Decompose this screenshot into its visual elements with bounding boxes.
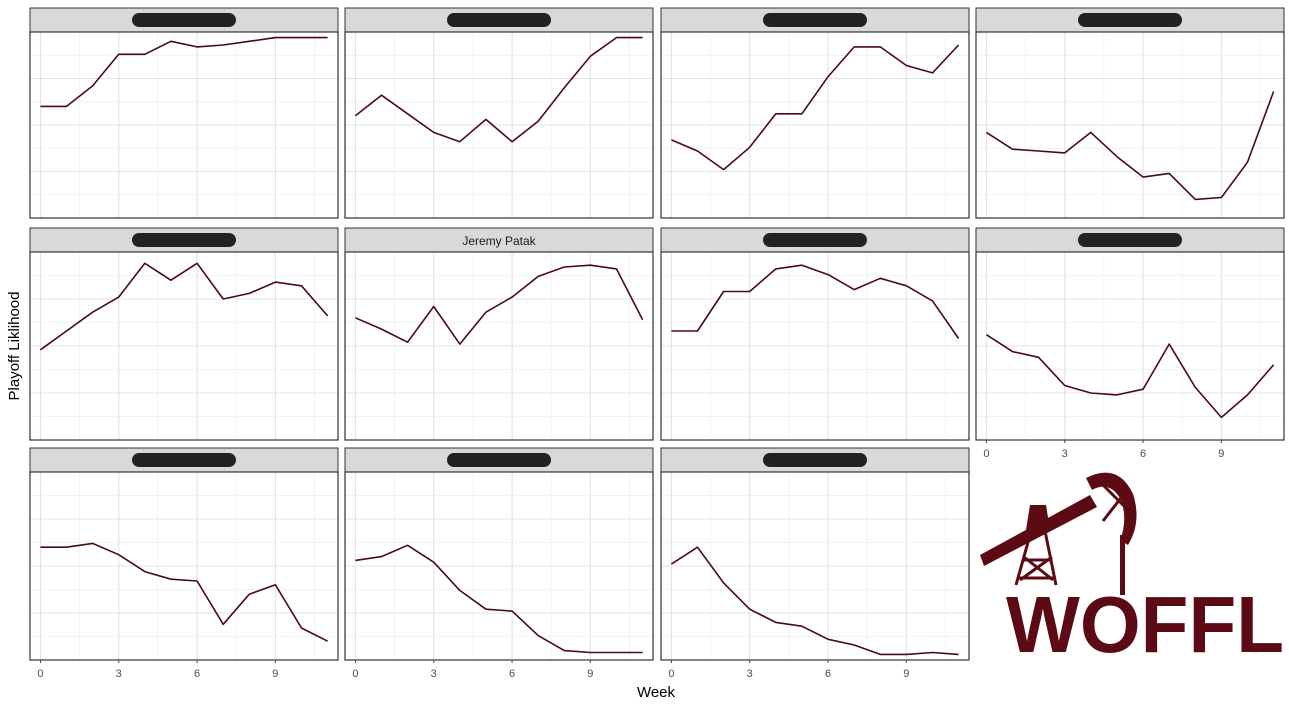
x-tick-label: 6: [194, 668, 200, 680]
facet-panel: [344, 447, 654, 661]
redaction-mark: [1078, 233, 1182, 247]
y-axis-label: Playoff Liklihood: [6, 292, 23, 401]
x-tick-label: 0: [668, 668, 674, 680]
series-line: [354, 36, 643, 143]
series-line: [39, 262, 329, 351]
facet-panel: [29, 227, 339, 441]
series-line: [985, 91, 1275, 201]
redaction-mark: [447, 453, 551, 467]
series-line: [671, 44, 960, 171]
x-tick-label: 0: [983, 448, 989, 460]
x-tick-label: 9: [903, 668, 909, 680]
facet-panel: [29, 447, 339, 661]
x-tick-label: 9: [1218, 448, 1224, 460]
x-tick-label: 3: [431, 668, 437, 680]
redaction-mark: [763, 453, 867, 467]
facet-panel: [660, 447, 970, 661]
facet-panel: [975, 7, 1285, 219]
x-tick-label: 6: [1140, 448, 1146, 460]
panel-border: [344, 471, 654, 661]
series-line: [985, 334, 1275, 419]
series-line: [355, 264, 644, 345]
facet-panel: [660, 227, 970, 441]
gridlines: [30, 31, 338, 219]
redaction-mark: [132, 13, 236, 27]
facet-panel: [344, 7, 654, 219]
panel-border: [660, 251, 970, 441]
panel-border: [660, 31, 970, 219]
facet-panel: [660, 7, 970, 219]
x-tick-label: 6: [825, 668, 831, 680]
x-tick-label: 3: [116, 668, 122, 680]
oil-pump-jack-icon: [980, 472, 1137, 595]
x-axis-label: Week: [637, 684, 676, 701]
panel-border: [29, 31, 339, 219]
series-line: [671, 264, 960, 339]
redaction-mark: [132, 453, 236, 467]
x-axis-ticks: 0 3 6 9 0 3 6 9 0 3 6 9 0 3 6 9: [37, 440, 1224, 680]
logo-wordmark: WOFFL: [1006, 580, 1284, 669]
facet-title: Jeremy Patak: [462, 234, 536, 248]
x-tick-label: 9: [587, 668, 593, 680]
series-line: [670, 546, 959, 656]
panel-border: [975, 31, 1285, 219]
x-tick-label: 0: [37, 668, 43, 680]
panel-border: [975, 251, 1285, 441]
facet-panel: [29, 7, 339, 219]
redaction-mark: [132, 233, 236, 247]
redaction-mark: [763, 233, 867, 247]
x-tick-label: 9: [272, 668, 278, 680]
redaction-mark: [763, 13, 867, 27]
x-tick-label: 3: [747, 668, 753, 680]
redaction-mark: [1078, 13, 1182, 27]
x-tick-label: 0: [352, 668, 358, 680]
panel-border: [29, 251, 339, 441]
facet-panel: Jeremy Patak: [344, 227, 654, 441]
series-line: [40, 36, 328, 108]
woffl-logo: WOFFL: [980, 472, 1284, 669]
series-line: [355, 544, 643, 654]
panel-border: [660, 471, 970, 661]
panel-border: [29, 471, 339, 661]
facet-panel: [975, 227, 1285, 441]
redaction-mark: [447, 13, 551, 27]
series-line: [40, 542, 328, 642]
panel-border: [344, 251, 654, 441]
panel-border: [344, 31, 654, 219]
x-tick-label: 3: [1062, 448, 1068, 460]
x-tick-label: 6: [509, 668, 515, 680]
facet-panels: Jeremy Patak: [29, 7, 1285, 661]
